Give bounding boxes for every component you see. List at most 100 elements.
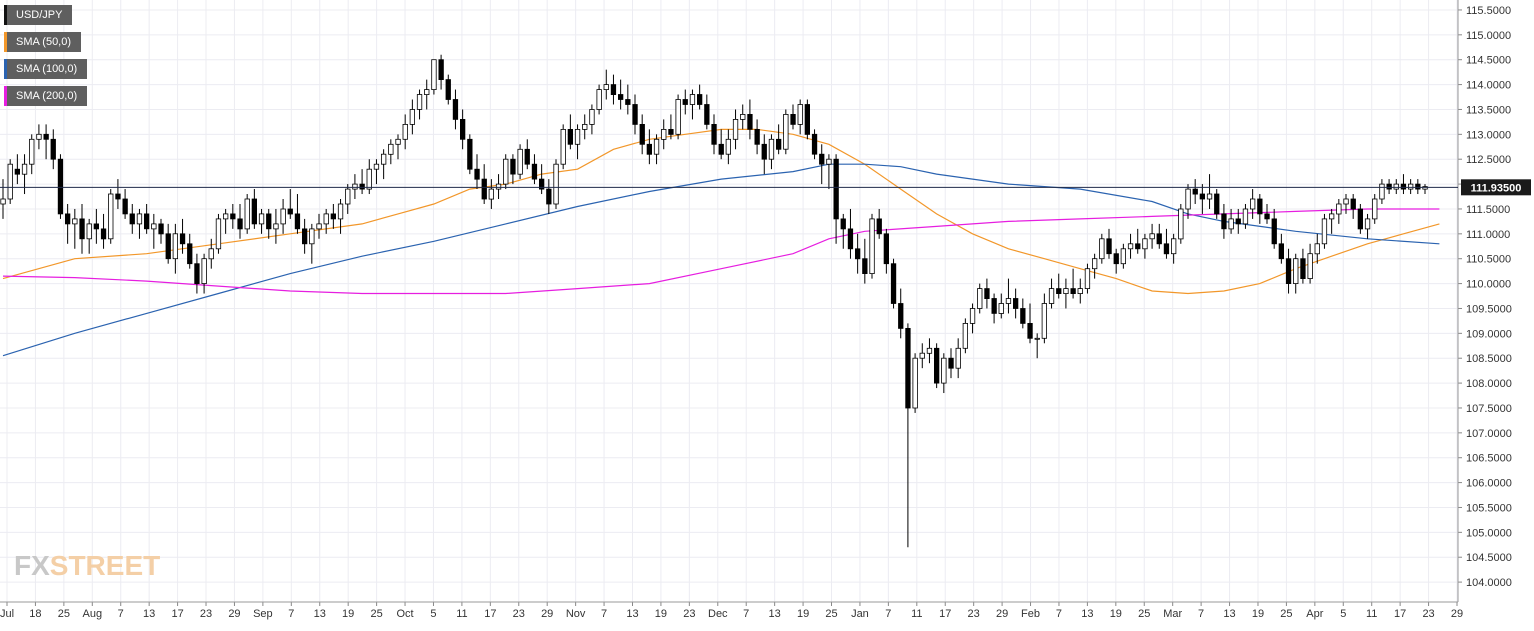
candle <box>1149 223 1155 249</box>
candle-body-bearish <box>1013 298 1019 309</box>
candle-body-bearish <box>804 104 810 135</box>
candle <box>948 348 954 379</box>
candle <box>373 159 380 185</box>
candle-body-bearish <box>1400 183 1407 190</box>
candle <box>201 253 207 294</box>
candle <box>1357 203 1363 234</box>
candle <box>230 203 236 229</box>
candle <box>639 114 645 155</box>
x-tick-label: 29 <box>1451 608 1463 620</box>
legend-item-sma50[interactable]: SMA (50,0) <box>4 32 82 52</box>
plot-background <box>0 0 1458 602</box>
candle <box>1192 179 1198 204</box>
candle <box>1329 208 1335 234</box>
candle-body-bearish <box>883 233 889 265</box>
x-tick-label: 23 <box>513 608 525 620</box>
candle-body-bearish <box>57 158 64 215</box>
candle-body-bearish <box>1214 193 1220 215</box>
candle <box>618 79 624 110</box>
candle-body-bearish <box>179 233 186 245</box>
candle-body-bullish <box>1422 186 1428 190</box>
candle-body-bearish <box>359 183 365 190</box>
candle <box>1013 288 1019 319</box>
candle <box>316 213 322 239</box>
y-tick-label: 112.5000 <box>1466 154 1511 166</box>
candle-body-bullish <box>1329 213 1335 220</box>
candle <box>1307 243 1313 284</box>
x-tick-label: 19 <box>655 608 667 620</box>
candle-body-bullish <box>675 99 681 135</box>
candle-body-bearish <box>711 124 717 145</box>
x-tick-label: 19 <box>797 608 809 620</box>
candle <box>438 54 444 90</box>
x-tick-label: Sep <box>253 608 273 620</box>
candle <box>926 338 933 364</box>
x-tick-label: 19 <box>1110 608 1122 620</box>
candle-body-bullish <box>309 228 315 245</box>
candle <box>732 109 739 150</box>
candle <box>345 184 351 214</box>
candle-body-bullish <box>136 213 143 225</box>
candle <box>969 303 976 334</box>
candle <box>855 233 861 274</box>
candle <box>704 94 710 130</box>
candle <box>1293 253 1299 294</box>
y-tick-label: 105.0000 <box>1466 527 1512 539</box>
candle <box>416 89 423 120</box>
legend-label-sma100: SMA (100,0) <box>16 63 78 75</box>
legend: USD/JPY SMA (50,0) SMA (100,0) SMA (200,… <box>4 5 88 113</box>
candle-body-bullish <box>1092 258 1098 270</box>
candle <box>1400 174 1407 195</box>
candle-body-bearish <box>100 228 107 240</box>
candle-body-bearish <box>840 218 846 230</box>
candle-body-bearish <box>1106 238 1112 255</box>
candle <box>1214 189 1220 219</box>
candle-body-bullish <box>783 114 789 150</box>
x-tick-label: 17 <box>1394 608 1406 620</box>
candle-body-bullish <box>388 143 394 155</box>
candle <box>1285 248 1292 294</box>
candle <box>567 114 573 150</box>
candle-body-bearish <box>330 213 337 220</box>
legend-swatch-sma200 <box>4 86 7 106</box>
candle <box>29 134 35 175</box>
candle-body-bullish <box>1408 183 1414 190</box>
candle <box>517 144 523 180</box>
candle <box>86 218 92 254</box>
candle <box>790 104 796 130</box>
candle-body-bearish <box>1264 213 1270 220</box>
candle-body-bullish <box>919 352 925 359</box>
candle-body-bullish <box>258 213 265 225</box>
candle-body-bullish <box>1041 303 1047 339</box>
x-tick-label: 19 <box>342 608 354 620</box>
y-tick-label: 113.5000 <box>1466 104 1511 116</box>
legend-item-sma100[interactable]: SMA (100,0) <box>4 59 88 79</box>
legend-item-usdjpy[interactable]: USD/JPY <box>4 5 73 25</box>
candle <box>1099 233 1105 264</box>
candle-body-bearish <box>539 178 545 190</box>
candle-body-bullish <box>653 138 660 155</box>
candle <box>179 218 186 254</box>
candle <box>503 154 509 190</box>
candle <box>467 134 473 175</box>
candle <box>1422 184 1428 195</box>
candle <box>941 353 947 394</box>
candle-body-bullish <box>1206 193 1213 200</box>
candle <box>151 213 157 249</box>
candle <box>962 318 968 354</box>
candle-body-bullish <box>1005 298 1012 304</box>
candle-body-bearish <box>876 218 882 235</box>
candle <box>208 238 214 269</box>
candle-body-bullish <box>977 288 983 309</box>
x-tick-label: 7 <box>1056 608 1062 620</box>
y-tick-label: 107.0000 <box>1466 428 1512 440</box>
candle <box>697 84 703 110</box>
candle <box>1092 253 1098 279</box>
candle <box>984 278 990 309</box>
legend-item-sma200[interactable]: SMA (200,0) <box>4 86 88 106</box>
candle <box>1278 233 1284 264</box>
candle-body-bearish <box>158 223 164 235</box>
x-tick-label: Apr <box>1306 608 1323 620</box>
candle-body-bullish <box>826 158 832 165</box>
x-tick-label: 29 <box>996 608 1008 620</box>
